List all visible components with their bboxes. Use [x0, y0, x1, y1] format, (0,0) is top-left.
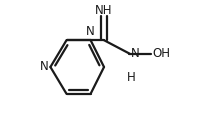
Text: N: N [86, 25, 95, 38]
Text: N: N [40, 60, 49, 74]
Text: N: N [131, 47, 140, 60]
Text: NH: NH [95, 4, 113, 17]
Text: H: H [126, 71, 135, 84]
Text: OH: OH [152, 47, 170, 60]
